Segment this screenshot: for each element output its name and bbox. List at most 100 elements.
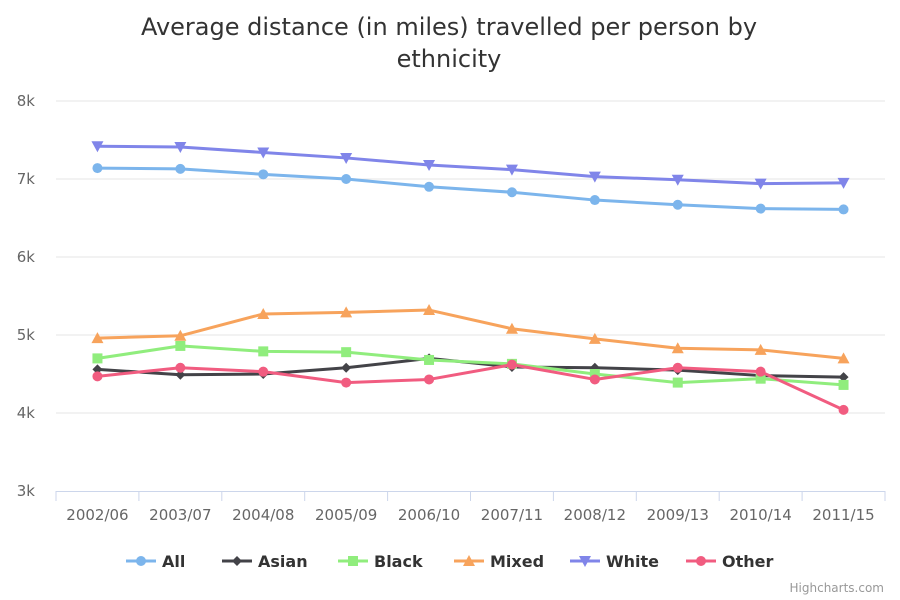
series-all	[92, 163, 849, 215]
x-tick-label: 2005/09	[315, 506, 377, 524]
data-point-white[interactable]	[174, 142, 187, 154]
data-point-mixed[interactable]	[671, 342, 684, 354]
data-point-other[interactable]	[755, 366, 766, 377]
data-point-black[interactable]	[672, 377, 683, 388]
data-point-all[interactable]	[424, 181, 435, 192]
data-point-other[interactable]	[589, 374, 600, 385]
chart-title-line-2: ethnicity	[397, 45, 502, 73]
data-point-mixed[interactable]	[257, 307, 270, 319]
data-point-white[interactable]	[671, 174, 684, 186]
x-tick-label: 2004/08	[232, 506, 294, 524]
series-line-mixed[interactable]	[95, 308, 846, 360]
grid-lines	[56, 100, 885, 414]
chart-title-line-1: Average distance (in miles) travelled pe…	[141, 13, 757, 41]
data-point-mixed[interactable]	[91, 332, 104, 344]
legend-item-black[interactable]: Black	[338, 552, 423, 571]
data-point-black[interactable]	[755, 373, 766, 384]
series-line-white[interactable]	[95, 144, 846, 186]
data-point-black[interactable]	[424, 354, 435, 365]
legend-label-mixed: Mixed	[490, 552, 544, 571]
data-point-all[interactable]	[672, 199, 683, 210]
legend-symbol-marker	[463, 555, 475, 566]
data-point-all[interactable]	[506, 187, 517, 198]
data-point-all[interactable]	[341, 174, 352, 184]
data-point-other[interactable]	[175, 362, 186, 373]
data-point-white[interactable]	[423, 159, 436, 171]
data-point-mixed[interactable]	[340, 306, 353, 318]
legend-label-asian: Asian	[258, 552, 308, 571]
legend-symbol-marker	[696, 556, 706, 566]
y-axis: 3k 4k 5k 6k 7k 8k	[17, 92, 36, 500]
data-point-white[interactable]	[754, 178, 767, 190]
data-point-asian[interactable]	[838, 372, 849, 383]
data-point-asian[interactable]	[175, 369, 186, 380]
legend-item-mixed[interactable]: Mixed	[454, 552, 544, 571]
data-point-asian[interactable]	[341, 362, 352, 373]
series-line-other[interactable]	[95, 363, 846, 412]
legend-label-other: Other	[722, 552, 773, 571]
data-point-other[interactable]	[92, 371, 103, 382]
data-point-all[interactable]	[175, 163, 186, 174]
data-point-mixed[interactable]	[837, 352, 850, 364]
series-line-all[interactable]	[95, 166, 846, 211]
x-tick-label: 2003/07	[149, 506, 211, 524]
data-point-black[interactable]	[589, 369, 600, 379]
data-point-all[interactable]	[92, 163, 103, 174]
legend: All Asian Black Mixed White Other	[126, 552, 773, 571]
data-point-white[interactable]	[91, 141, 104, 153]
series-white	[91, 141, 850, 190]
data-point-black[interactable]	[838, 379, 849, 390]
credits-link[interactable]: Highcharts.com	[790, 581, 884, 595]
y-tick-label: 5k	[17, 326, 36, 344]
data-point-other[interactable]	[424, 374, 435, 385]
data-point-all[interactable]	[838, 204, 849, 215]
legend-symbol-marker	[232, 556, 242, 566]
data-point-mixed[interactable]	[174, 329, 187, 341]
series-line-black[interactable]	[95, 344, 846, 387]
data-point-white[interactable]	[257, 147, 270, 159]
legend-symbol-marker	[348, 556, 358, 566]
data-point-other[interactable]	[506, 359, 517, 370]
x-tick-label: 2007/11	[481, 506, 543, 524]
legend-symbol-marker	[136, 556, 146, 566]
legend-item-other[interactable]: Other	[686, 552, 773, 571]
data-point-other[interactable]	[258, 366, 269, 377]
data-point-mixed[interactable]	[754, 343, 767, 355]
legend-item-all[interactable]: All	[126, 552, 185, 571]
data-point-mixed[interactable]	[423, 304, 436, 316]
legend-label-black: Black	[374, 552, 423, 571]
y-tick-label: 7k	[17, 170, 36, 188]
data-point-all[interactable]	[258, 169, 269, 180]
x-tick-label: 2002/06	[66, 506, 128, 524]
data-point-white[interactable]	[837, 177, 850, 189]
x-tick-label: 2006/10	[398, 506, 460, 524]
legend-label-white: White	[606, 552, 659, 571]
legend-item-white[interactable]: White	[570, 552, 659, 571]
data-point-white[interactable]	[588, 171, 601, 183]
y-tick-label: 3k	[17, 482, 36, 500]
data-point-black[interactable]	[258, 346, 269, 357]
data-point-other[interactable]	[838, 404, 849, 415]
data-point-mixed[interactable]	[505, 322, 518, 334]
legend-item-asian[interactable]: Asian	[222, 552, 308, 571]
x-tick-label: 2010/14	[729, 506, 791, 524]
data-point-other[interactable]	[341, 377, 352, 388]
chart-title: Average distance (in miles) travelled pe…	[141, 13, 757, 73]
data-point-black[interactable]	[92, 353, 103, 364]
data-point-all[interactable]	[755, 203, 766, 214]
x-tick-label: 2011/15	[812, 506, 874, 524]
y-tick-label: 4k	[17, 404, 36, 422]
data-point-mixed[interactable]	[588, 332, 601, 344]
data-point-black[interactable]	[341, 347, 352, 358]
legend-symbol-marker	[579, 556, 591, 567]
data-point-white[interactable]	[340, 152, 353, 164]
legend-label-all: All	[162, 552, 185, 571]
data-point-black[interactable]	[175, 340, 186, 351]
data-point-other[interactable]	[672, 362, 683, 373]
data-point-asian[interactable]	[92, 364, 103, 375]
x-axis: 2002/06 2003/07 2004/08 2005/09 2006/10 2007/…	[55, 491, 886, 524]
data-point-all[interactable]	[589, 195, 600, 206]
data-point-white[interactable]	[505, 164, 518, 176]
